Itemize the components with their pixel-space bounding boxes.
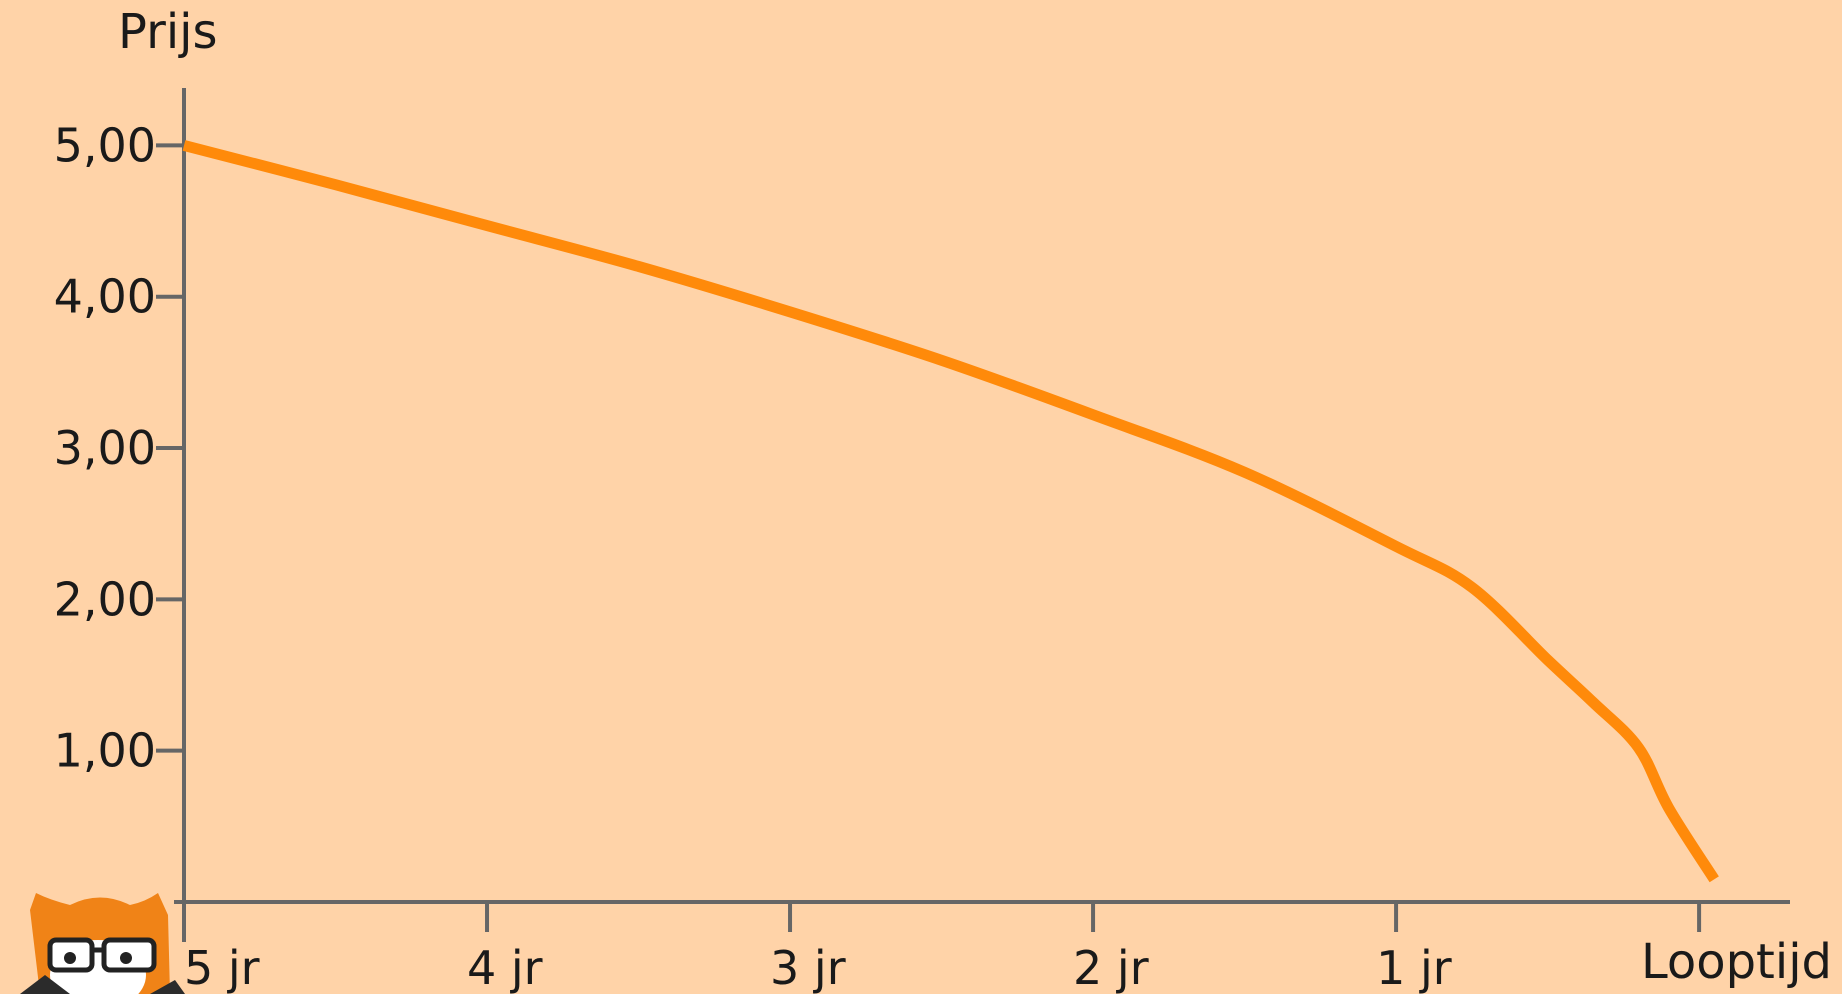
y-tick-label-1: 1,00 xyxy=(54,724,156,778)
x-axis-title: Looptijd xyxy=(1641,934,1832,990)
price-series-line xyxy=(182,140,1719,883)
x-tick-label-2: 4 jr xyxy=(467,941,543,994)
x-tick-label-3: 3 jr xyxy=(770,941,846,994)
owl-mascot-icon xyxy=(20,893,185,994)
y-tick-label-4: 4,00 xyxy=(54,270,156,324)
x-tick-label-5: 1 jr xyxy=(1376,941,1452,994)
axes xyxy=(156,88,1790,942)
y-tick-label-2: 2,00 xyxy=(54,572,156,626)
labels: 1,00 2,00 3,00 4,00 5,00 5 jr 4 jr 3 jr 2 jr 1 jr… xyxy=(54,4,1832,994)
y-tick-label-5: 5,00 xyxy=(54,118,156,172)
y-axis-title: Prijs xyxy=(118,4,218,60)
series xyxy=(182,140,1719,883)
x-tick-label-4: 2 jr xyxy=(1073,941,1149,994)
x-tick-label-1: 5 jr xyxy=(184,941,260,994)
y-tick-label-3: 3,00 xyxy=(54,421,156,475)
